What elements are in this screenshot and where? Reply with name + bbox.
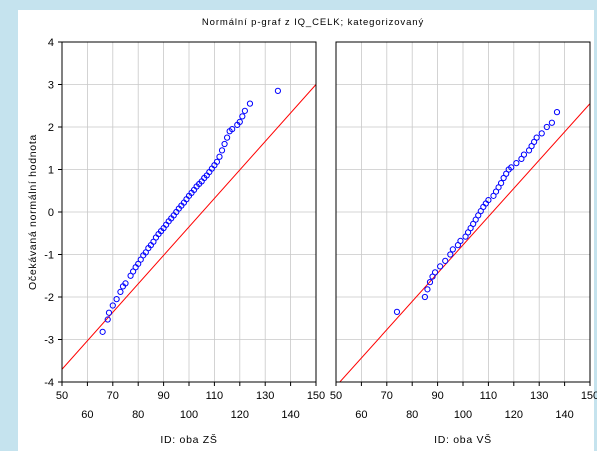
x-tick-label: 110 (206, 390, 224, 402)
x-tick-label: 100 (454, 409, 472, 421)
data-point (105, 309, 113, 316)
fit-line (62, 84, 316, 370)
x-tick-label: 130 (256, 390, 274, 402)
data-point (447, 251, 454, 258)
data-point (437, 263, 444, 270)
y-tick-label: -4 (44, 377, 54, 389)
data-point (457, 237, 464, 244)
data-point (538, 130, 545, 137)
data-point (520, 151, 528, 158)
data-point (122, 280, 129, 287)
y-tick-label: 1 (48, 165, 54, 177)
y-tick-label: 2 (48, 122, 54, 134)
x-tick-label: 130 (530, 390, 548, 402)
x-tick-label: 100 (180, 409, 198, 421)
x-tick-label: 150 (581, 390, 597, 402)
data-point (241, 107, 248, 114)
y-tick-label: -2 (44, 292, 54, 304)
data-point (213, 158, 221, 165)
data-point (485, 197, 492, 204)
data-point (246, 100, 254, 107)
fit-line (339, 103, 590, 382)
y-tick-label: 3 (48, 80, 54, 92)
data-point (553, 109, 561, 116)
data-point (449, 246, 456, 253)
x-tick-label: 140 (281, 409, 299, 421)
x-tick-label: 80 (132, 409, 144, 421)
data-point (424, 286, 431, 293)
panel-1-x-axis-label: ID: oba ZŠ (160, 433, 217, 446)
data-point (104, 316, 111, 323)
x-tick-label: 70 (107, 390, 119, 402)
y-tick-label: -1 (44, 250, 54, 262)
y-tick-label: 0 (48, 207, 54, 219)
data-point (113, 296, 120, 303)
panel-1: 50 70 90 110 130 150 60 80 100 120 140 4 3 2 1 0 -1 -2 -3 -… (44, 37, 325, 421)
x-tick-label: 120 (505, 409, 523, 421)
x-tick-label: 50 (56, 390, 68, 402)
data-point (109, 302, 116, 309)
data-point (426, 279, 434, 286)
x-tick-label: 70 (381, 390, 393, 402)
y-tick-label: -3 (44, 335, 54, 347)
panel-2: 50 70 90 110 130 150 60 80 100 120 140 (330, 41, 597, 421)
panel-2-x-axis-label: ID: oba VŠ (434, 433, 492, 446)
data-point (274, 87, 281, 94)
x-tick-label: 150 (307, 390, 325, 402)
y-axis-label: Očekávaná normální hodnota (27, 134, 39, 290)
data-point (508, 164, 515, 171)
data-point (498, 180, 505, 187)
chart-title: Normální p-graf z IQ_CELK; kategorizovan… (202, 17, 424, 28)
data-point (224, 134, 231, 141)
x-tick-label: 60 (81, 409, 93, 421)
y-tick-label: 4 (48, 37, 54, 49)
data-point (239, 113, 246, 120)
data-point (393, 308, 401, 315)
data-point (117, 288, 124, 295)
chart-panel (18, 10, 594, 451)
x-tick-label: 120 (231, 409, 249, 421)
data-point (431, 269, 439, 276)
data-point (99, 328, 106, 335)
x-tick-label: 110 (480, 390, 498, 402)
data-point (236, 118, 243, 126)
x-tick-label: 50 (330, 390, 342, 402)
data-point (218, 147, 226, 154)
data-point (421, 293, 428, 301)
x-tick-label: 90 (431, 390, 443, 402)
data-point (221, 140, 228, 148)
data-point (229, 126, 236, 133)
x-tick-label: 140 (555, 409, 573, 421)
data-point (533, 134, 540, 141)
data-point (442, 257, 449, 264)
data-point (216, 153, 223, 160)
data-point (543, 123, 550, 131)
data-point (548, 119, 556, 126)
x-tick-label: 60 (355, 409, 367, 421)
x-tick-label: 90 (157, 390, 169, 402)
data-point (513, 160, 520, 167)
x-tick-label: 80 (406, 409, 418, 421)
